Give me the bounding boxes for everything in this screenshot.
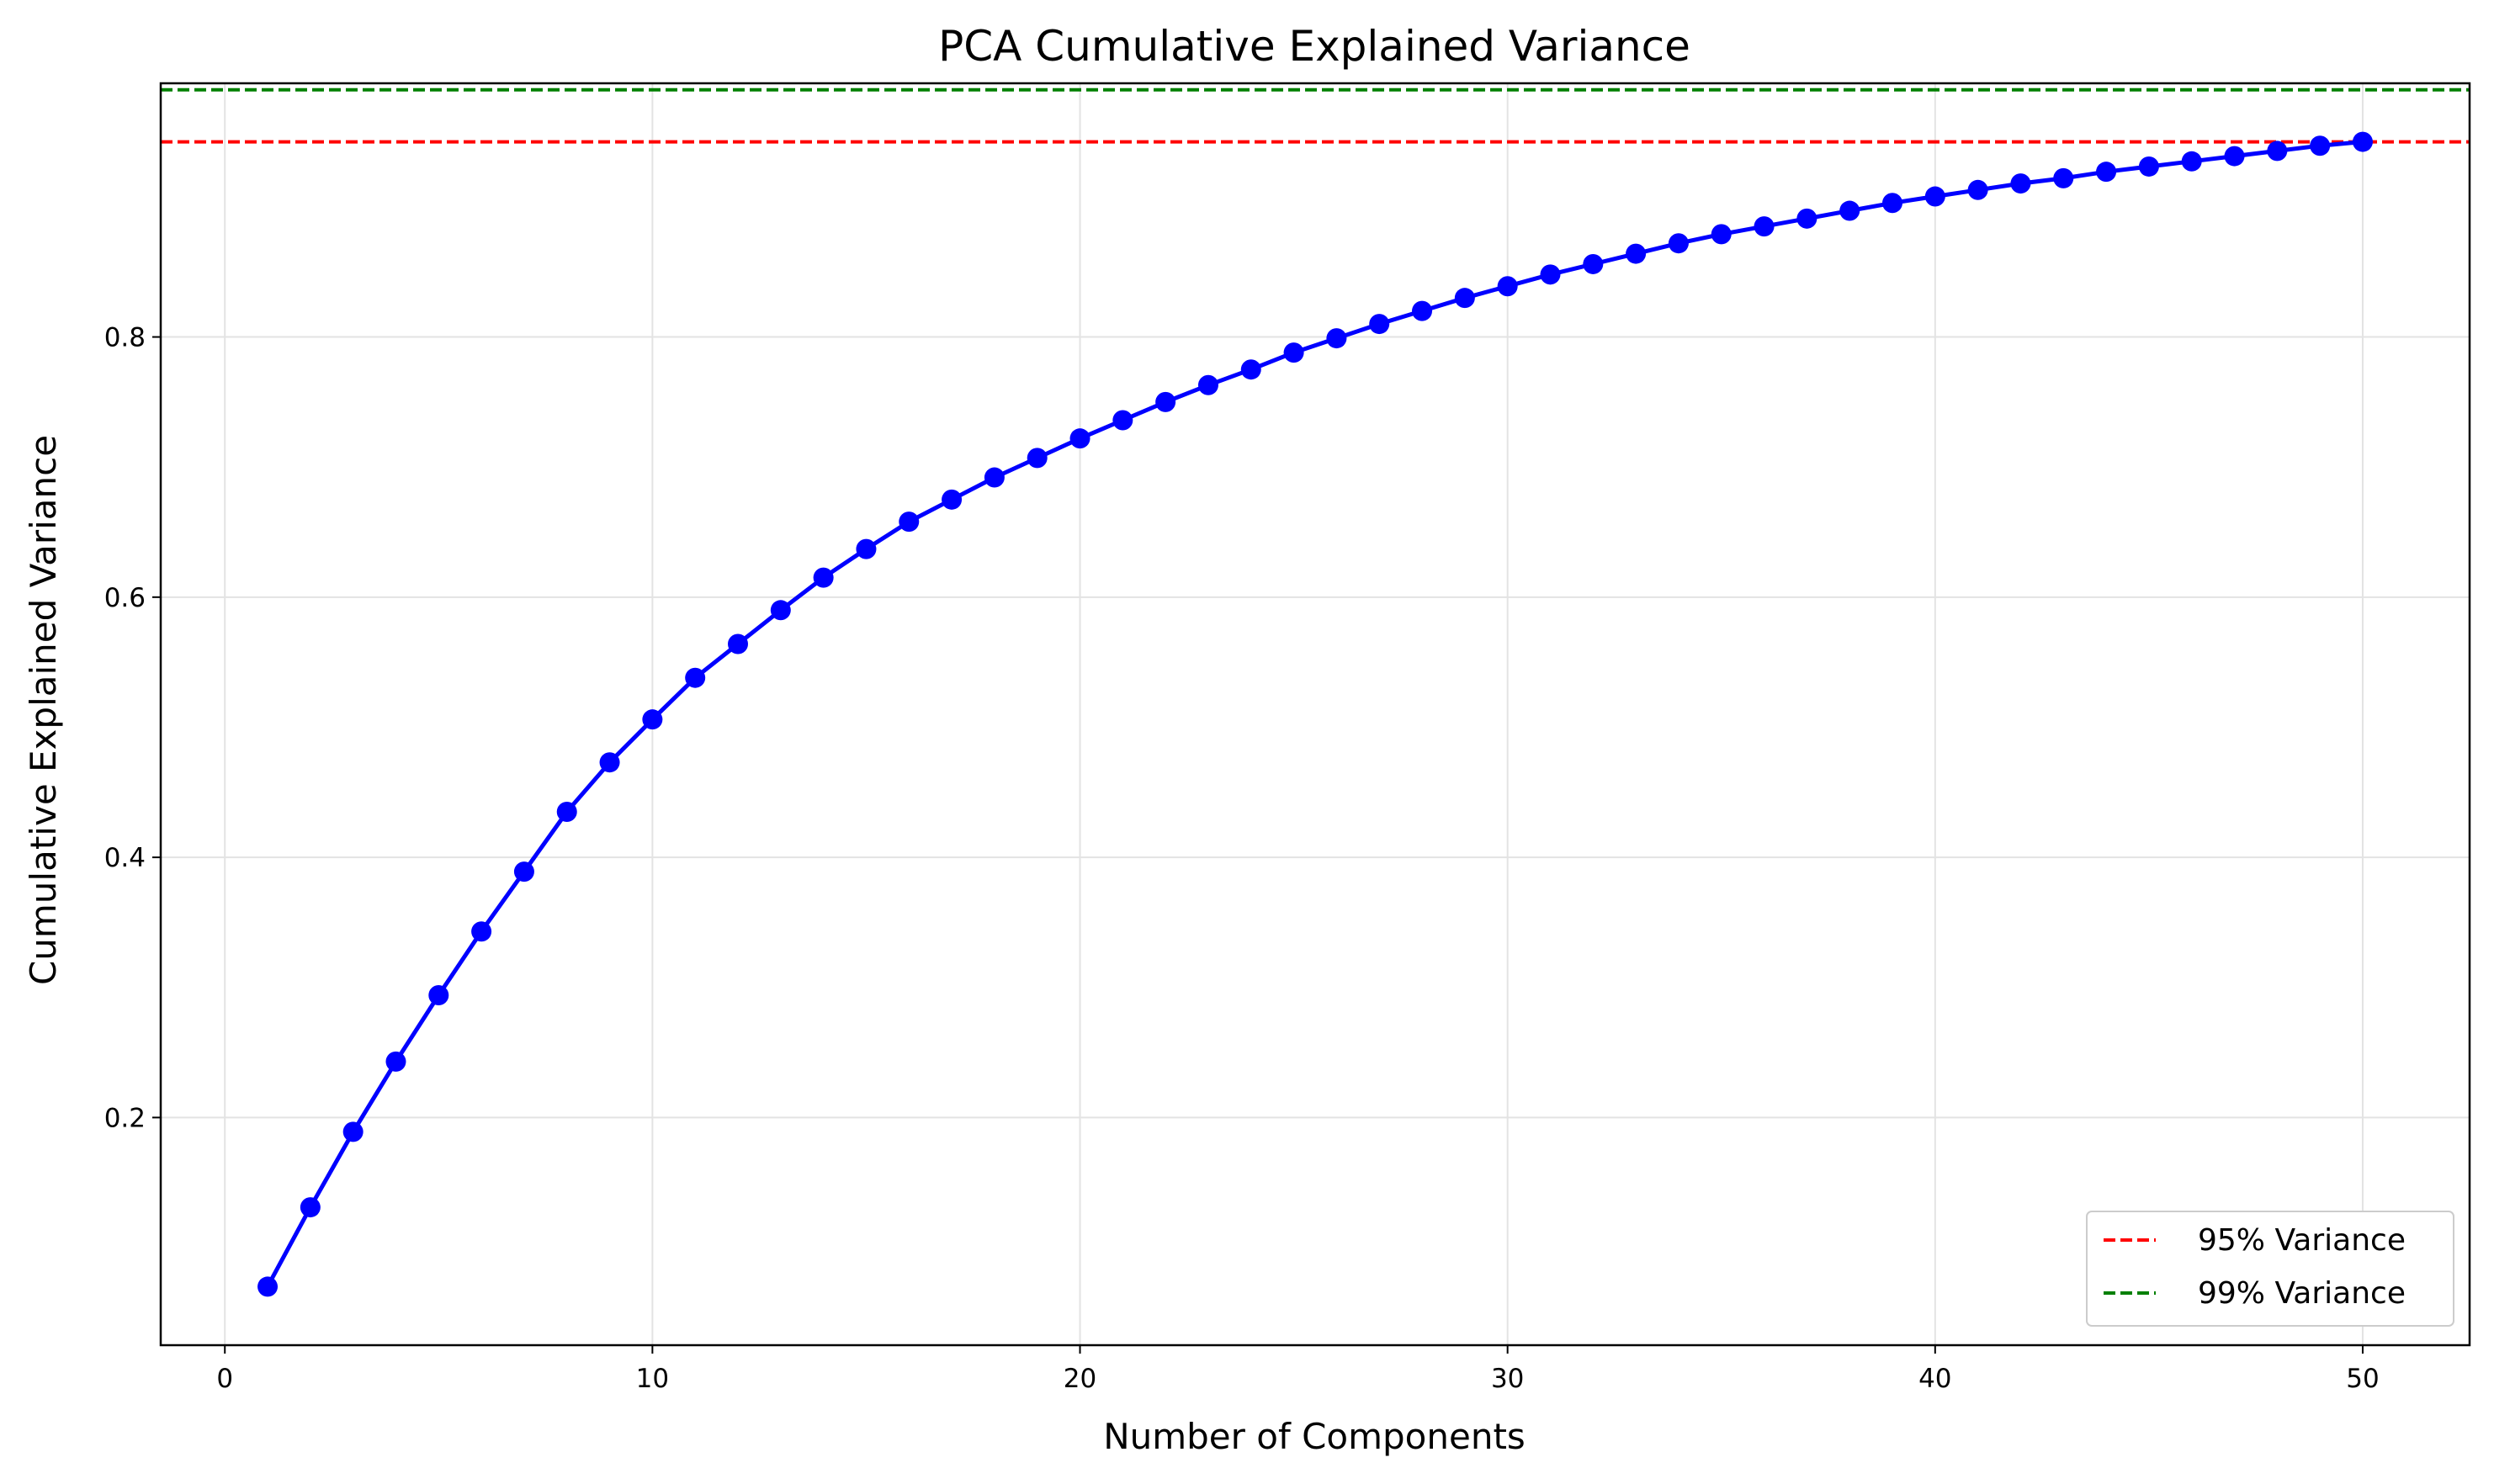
data-point [1882, 193, 1902, 214]
data-point [471, 921, 492, 942]
legend: 95% Variance 99% Variance [2086, 1211, 2454, 1327]
legend-box [2086, 1211, 2454, 1327]
axis-ticks: 0 10 20 30 40 50 0.2 0.4 0.6 0.8 [104, 323, 2380, 1394]
data-point [2053, 167, 2074, 188]
data-point [513, 861, 534, 882]
x-tick-label: 10 [636, 1364, 669, 1394]
data-point [1839, 200, 1860, 221]
plot-frame [159, 82, 2471, 1347]
x-tick-label: 30 [1491, 1364, 1524, 1394]
data-point [556, 801, 577, 822]
data-point [385, 1051, 406, 1072]
data-point [642, 709, 663, 730]
y-tick-label: 0.2 [104, 1103, 146, 1133]
data-point [1283, 342, 1304, 363]
y-tick-label: 0.8 [104, 323, 146, 353]
data-point [1711, 224, 1732, 245]
data-point [1240, 359, 1261, 380]
x-axis-label: Number of Components [1103, 1416, 1526, 1457]
data-point [685, 667, 706, 688]
data-point [984, 467, 1005, 488]
data-point [1924, 186, 1945, 207]
reference-lines [161, 87, 2470, 144]
data-point [856, 538, 877, 559]
x-tick-label: 40 [1918, 1364, 1951, 1394]
y-tick-label: 0.6 [104, 583, 146, 613]
data-point [1027, 448, 1048, 469]
data-point [728, 633, 748, 655]
x-tick-label: 20 [1064, 1364, 1096, 1394]
data-point [1626, 243, 1647, 264]
data-point [2181, 151, 2202, 172]
data-point [1583, 253, 1604, 274]
data-point [770, 600, 791, 621]
data-point [342, 1121, 363, 1142]
x-tick-label: 0 [216, 1364, 233, 1394]
data-point [1155, 391, 1176, 412]
data-point [2224, 146, 2245, 167]
data-point [428, 985, 449, 1006]
data-point [2310, 135, 2331, 156]
legend-label-95: 95% Variance [2198, 1223, 2406, 1258]
legend-label-99: 99% Variance [2198, 1276, 2406, 1311]
data-point [1754, 216, 1775, 237]
data-point [2138, 156, 2159, 177]
data-point [1967, 179, 1988, 200]
chart-title: PCA Cumulative Explained Variance [938, 22, 1690, 71]
y-tick-label: 0.4 [104, 843, 146, 873]
data-point [1796, 208, 1817, 229]
data-point [1668, 233, 1689, 254]
data-point [2267, 140, 2288, 162]
data-point [300, 1197, 321, 1218]
data-point [1497, 276, 1518, 297]
data-series [257, 131, 2373, 1297]
x-tick-label: 50 [2346, 1364, 2379, 1394]
data-point [1326, 328, 1347, 349]
data-point [2352, 131, 2373, 152]
data-point [1412, 300, 1433, 321]
data-point [813, 567, 834, 588]
data-point [1454, 288, 1475, 309]
data-point [1197, 374, 1218, 395]
data-point [599, 752, 620, 773]
data-point [257, 1276, 279, 1297]
data-point [1069, 428, 1090, 449]
data-point [1540, 264, 1561, 285]
data-point [899, 511, 920, 533]
data-point [2096, 162, 2117, 183]
data-point [942, 489, 963, 510]
data-point [1112, 410, 1133, 431]
y-axis-label: Cumulative Explained Variance [23, 435, 64, 985]
data-point [1369, 314, 1390, 335]
data-point [2010, 173, 2031, 194]
